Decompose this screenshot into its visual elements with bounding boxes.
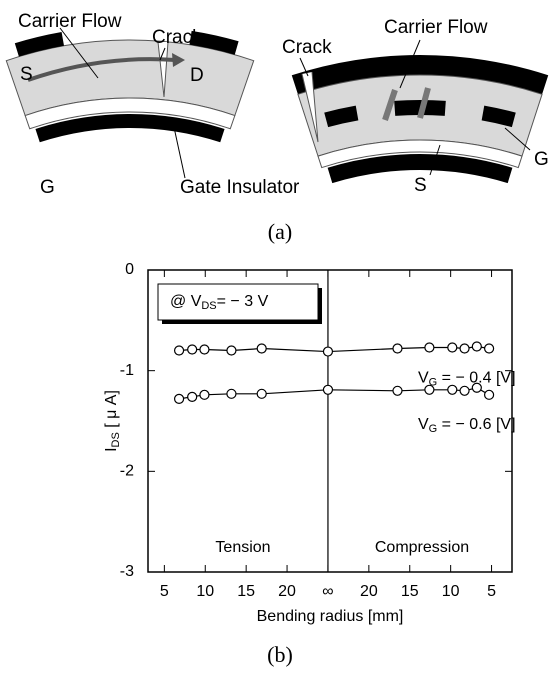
crack	[301, 71, 319, 143]
data-point	[459, 385, 470, 396]
x-tick-label: 20	[278, 583, 296, 600]
data-point	[459, 343, 470, 354]
leader	[159, 47, 166, 61]
device-layer	[317, 139, 523, 169]
data-point	[226, 388, 237, 399]
x-tick-label: ∞	[322, 583, 333, 600]
label: D	[190, 65, 204, 86]
arrow	[382, 87, 431, 121]
label: D	[496, 65, 510, 86]
arrow-head	[172, 53, 185, 67]
data-point	[322, 384, 334, 395]
data-point	[424, 342, 435, 353]
label: Crack	[152, 27, 202, 48]
data-point	[483, 389, 495, 400]
data-point	[199, 344, 210, 355]
device-layer	[14, 31, 65, 57]
x-tick-label: 20	[360, 583, 378, 600]
data-point	[173, 393, 185, 404]
label: S	[414, 175, 427, 196]
y-tick-label: 0	[125, 261, 134, 278]
x-tick-label: 15	[401, 583, 419, 600]
x-tick-label: 10	[442, 583, 460, 600]
label: S	[20, 64, 33, 85]
data-point	[471, 341, 482, 352]
device-layer	[24, 97, 236, 130]
x-tick-label: 5	[160, 583, 169, 600]
annotation: @ VDS= − 3 V	[170, 293, 269, 312]
leader	[59, 27, 99, 79]
annotation-part: = − 3 V	[217, 293, 269, 310]
annotation-box	[157, 283, 319, 321]
data-point	[226, 345, 237, 356]
leader	[429, 144, 441, 176]
data-point	[322, 346, 334, 357]
data-point	[471, 382, 482, 393]
data-point	[256, 343, 267, 354]
label: Gate Insulator	[180, 177, 300, 198]
region-label: Tension	[215, 539, 270, 556]
device-layer	[481, 105, 516, 128]
series-label-part: = − 0.4 [V]	[437, 370, 515, 387]
series-label-part: V	[418, 416, 429, 433]
label: G	[40, 177, 55, 198]
series-line	[178, 387, 490, 400]
label: G	[534, 149, 549, 170]
series-label: VG = − 0.6 [V]	[418, 416, 516, 435]
device-layer	[324, 105, 359, 128]
series-label-part: V	[418, 370, 429, 387]
diagram-a	[5, 27, 549, 184]
series-label: VG = − 0.4 [V]	[418, 370, 516, 389]
y-axis-label-part: DS	[110, 432, 122, 447]
data-point	[187, 344, 198, 355]
leader	[171, 117, 186, 179]
data-point	[447, 342, 458, 353]
device-layer	[35, 114, 225, 143]
device-layer	[327, 154, 513, 184]
y-axis-label-part: I	[103, 447, 120, 451]
data-point	[392, 343, 403, 354]
region-label: Compression	[375, 539, 469, 556]
data-point	[199, 389, 210, 400]
plot-frame	[147, 269, 513, 573]
x-tick-label: 15	[237, 583, 255, 600]
data-point	[424, 384, 435, 395]
data-point	[483, 343, 495, 354]
device-layer	[189, 30, 239, 55]
x-axis-label: Bending radius [mm]	[257, 608, 404, 625]
leader	[504, 127, 531, 151]
series-label-part: G	[429, 423, 438, 435]
data-point	[447, 384, 458, 395]
caption: (b)	[267, 642, 293, 667]
y-axis-label: IDS [ μ A]	[103, 390, 122, 452]
data-point	[392, 385, 403, 396]
y-tick-label: -2	[120, 463, 134, 480]
caption: (a)	[268, 219, 292, 244]
x-tick-label: 5	[487, 583, 496, 600]
series-label-part: = − 0.6 [V]	[437, 416, 515, 433]
y-tick-label: -3	[120, 563, 134, 580]
label: Crack	[282, 37, 332, 58]
annotation-part: DS	[201, 300, 216, 312]
arrow	[27, 57, 176, 82]
label: Carrier Flow	[18, 11, 122, 32]
leader	[299, 57, 309, 77]
annotation-part: @ V	[170, 293, 202, 310]
data-point	[173, 345, 185, 356]
data-point	[256, 388, 267, 399]
y-tick-label: -1	[120, 362, 134, 379]
series-line	[179, 345, 490, 353]
y-axis-label-part: [ μ A]	[103, 390, 120, 432]
label: Carrier Flow	[384, 17, 488, 38]
leader	[399, 39, 421, 89]
series-label-part: G	[429, 376, 438, 388]
data-point	[187, 391, 198, 402]
x-tick-label: 10	[196, 583, 214, 600]
